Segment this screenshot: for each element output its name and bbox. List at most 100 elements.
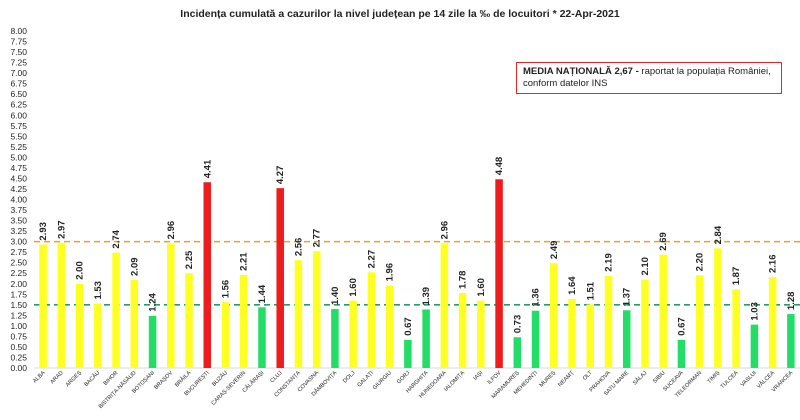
y-tick-label: 0.25	[10, 352, 27, 362]
category-label: TULCEA	[720, 370, 740, 390]
category-label: BRAȘOV	[153, 370, 174, 391]
bar	[787, 314, 795, 368]
bar	[331, 309, 339, 368]
bar	[203, 182, 212, 368]
value-label: 1.03	[749, 302, 760, 321]
bar	[750, 324, 759, 368]
y-tick-label: 1.00	[10, 321, 27, 331]
y-tick-label: 4.75	[10, 163, 27, 173]
value-label: 1.24	[148, 293, 159, 312]
bar	[677, 339, 686, 368]
y-tick-label: 5.00	[10, 152, 27, 162]
bar	[258, 307, 266, 368]
value-label: 2.27	[366, 250, 377, 269]
bar	[477, 300, 485, 368]
value-label: 4.27	[275, 166, 286, 185]
bar	[695, 275, 704, 368]
bar	[531, 310, 540, 368]
value-label: 2.96	[439, 221, 450, 240]
value-label: 1.60	[476, 278, 487, 297]
annotation-text: raportat la populația României, conform …	[523, 66, 771, 89]
bar	[422, 309, 430, 368]
bar	[367, 272, 376, 368]
category-label: MUREȘ	[539, 370, 558, 389]
y-axis: 0.000.250.500.751.001.251.501.752.002.25…	[10, 26, 800, 373]
value-label: 1.53	[93, 281, 104, 300]
value-label: 2.25	[184, 250, 195, 269]
value-label: 2.10	[640, 257, 651, 276]
bar	[239, 274, 248, 368]
category-label: ARGEȘ	[65, 370, 83, 388]
y-tick-label: 3.25	[10, 226, 27, 236]
bar	[221, 302, 230, 368]
y-tick-label: 8.00	[10, 26, 27, 36]
category-labels: ALBA ARAD ARGEȘ BACĂU BIHORBISTRIȚA-NĂSĂUDBO…	[32, 369, 794, 410]
y-tick-label: 6.00	[10, 110, 27, 120]
y-tick-label: 5.75	[10, 121, 27, 131]
value-label: 4.48	[494, 157, 505, 175]
category-label: NEAMȚ	[557, 370, 575, 388]
y-tick-label: 3.75	[10, 205, 27, 215]
value-label: 1.44	[257, 284, 268, 303]
value-label: 1.37	[622, 288, 633, 307]
y-tick-label: 3.50	[10, 216, 27, 226]
value-label: 1.87	[731, 267, 742, 286]
value-label: 2.09	[129, 257, 140, 276]
value-label: 2.00	[75, 261, 86, 280]
bar	[294, 260, 303, 368]
value-label: 2.56	[293, 238, 304, 257]
y-tick-label: 6.75	[10, 79, 27, 89]
bar	[276, 188, 284, 368]
y-tick-label: 2.75	[10, 247, 27, 257]
y-tick-label: 1.25	[10, 310, 27, 320]
category-label: TIMIȘ	[707, 370, 722, 385]
category-label: CLUJ	[269, 370, 283, 384]
bar	[167, 243, 175, 368]
bar	[495, 179, 503, 368]
value-label: 2.69	[658, 232, 669, 251]
category-label: SIBIU	[652, 370, 667, 385]
y-tick-label: 5.25	[10, 142, 27, 152]
value-label: 1.60	[348, 278, 359, 297]
bar	[130, 279, 139, 368]
value-label: 2.96	[166, 221, 177, 240]
value-label: 0.73	[512, 315, 523, 334]
bar	[440, 243, 449, 368]
bar	[586, 304, 595, 368]
category-label: ILFOV	[487, 370, 503, 386]
value-label: 2.49	[549, 241, 560, 260]
value-label: 1.78	[458, 271, 469, 290]
category-label: IAȘI	[473, 370, 485, 382]
category-label: ARAD	[50, 370, 65, 385]
y-tick-label: 7.00	[10, 68, 27, 78]
bar	[404, 339, 412, 368]
reference-lines	[34, 240, 800, 306]
y-tick-label: 0.75	[10, 331, 27, 341]
value-label: 1.51	[585, 281, 596, 300]
bar	[385, 285, 394, 368]
value-label: 2.21	[239, 252, 250, 271]
value-label: 2.77	[312, 229, 323, 248]
bar	[185, 273, 193, 368]
y-tick-label: 7.25	[10, 58, 27, 68]
y-tick-label: 2.25	[10, 268, 27, 278]
bar	[714, 248, 722, 368]
bar	[349, 300, 357, 368]
national-average-annotation: MEDIA NAȚIONALĂ 2,67 - raportat la popul…	[516, 62, 782, 94]
y-tick-label: 4.50	[10, 173, 27, 183]
value-label: 2.20	[695, 253, 706, 272]
category-label: SĂLAJ	[631, 369, 648, 386]
category-label: OLT	[582, 370, 594, 382]
value-label: 2.93	[38, 222, 49, 241]
y-tick-label: 4.00	[10, 195, 27, 205]
bar	[458, 293, 467, 368]
value-label: 1.40	[330, 287, 341, 306]
value-label: 1.64	[567, 276, 578, 295]
y-tick-label: 4.25	[10, 184, 27, 194]
category-label: ALBA	[32, 370, 47, 385]
bar	[39, 244, 47, 368]
value-label: 1.39	[421, 287, 432, 306]
y-tick-label: 2.50	[10, 258, 27, 268]
bar	[112, 252, 120, 368]
